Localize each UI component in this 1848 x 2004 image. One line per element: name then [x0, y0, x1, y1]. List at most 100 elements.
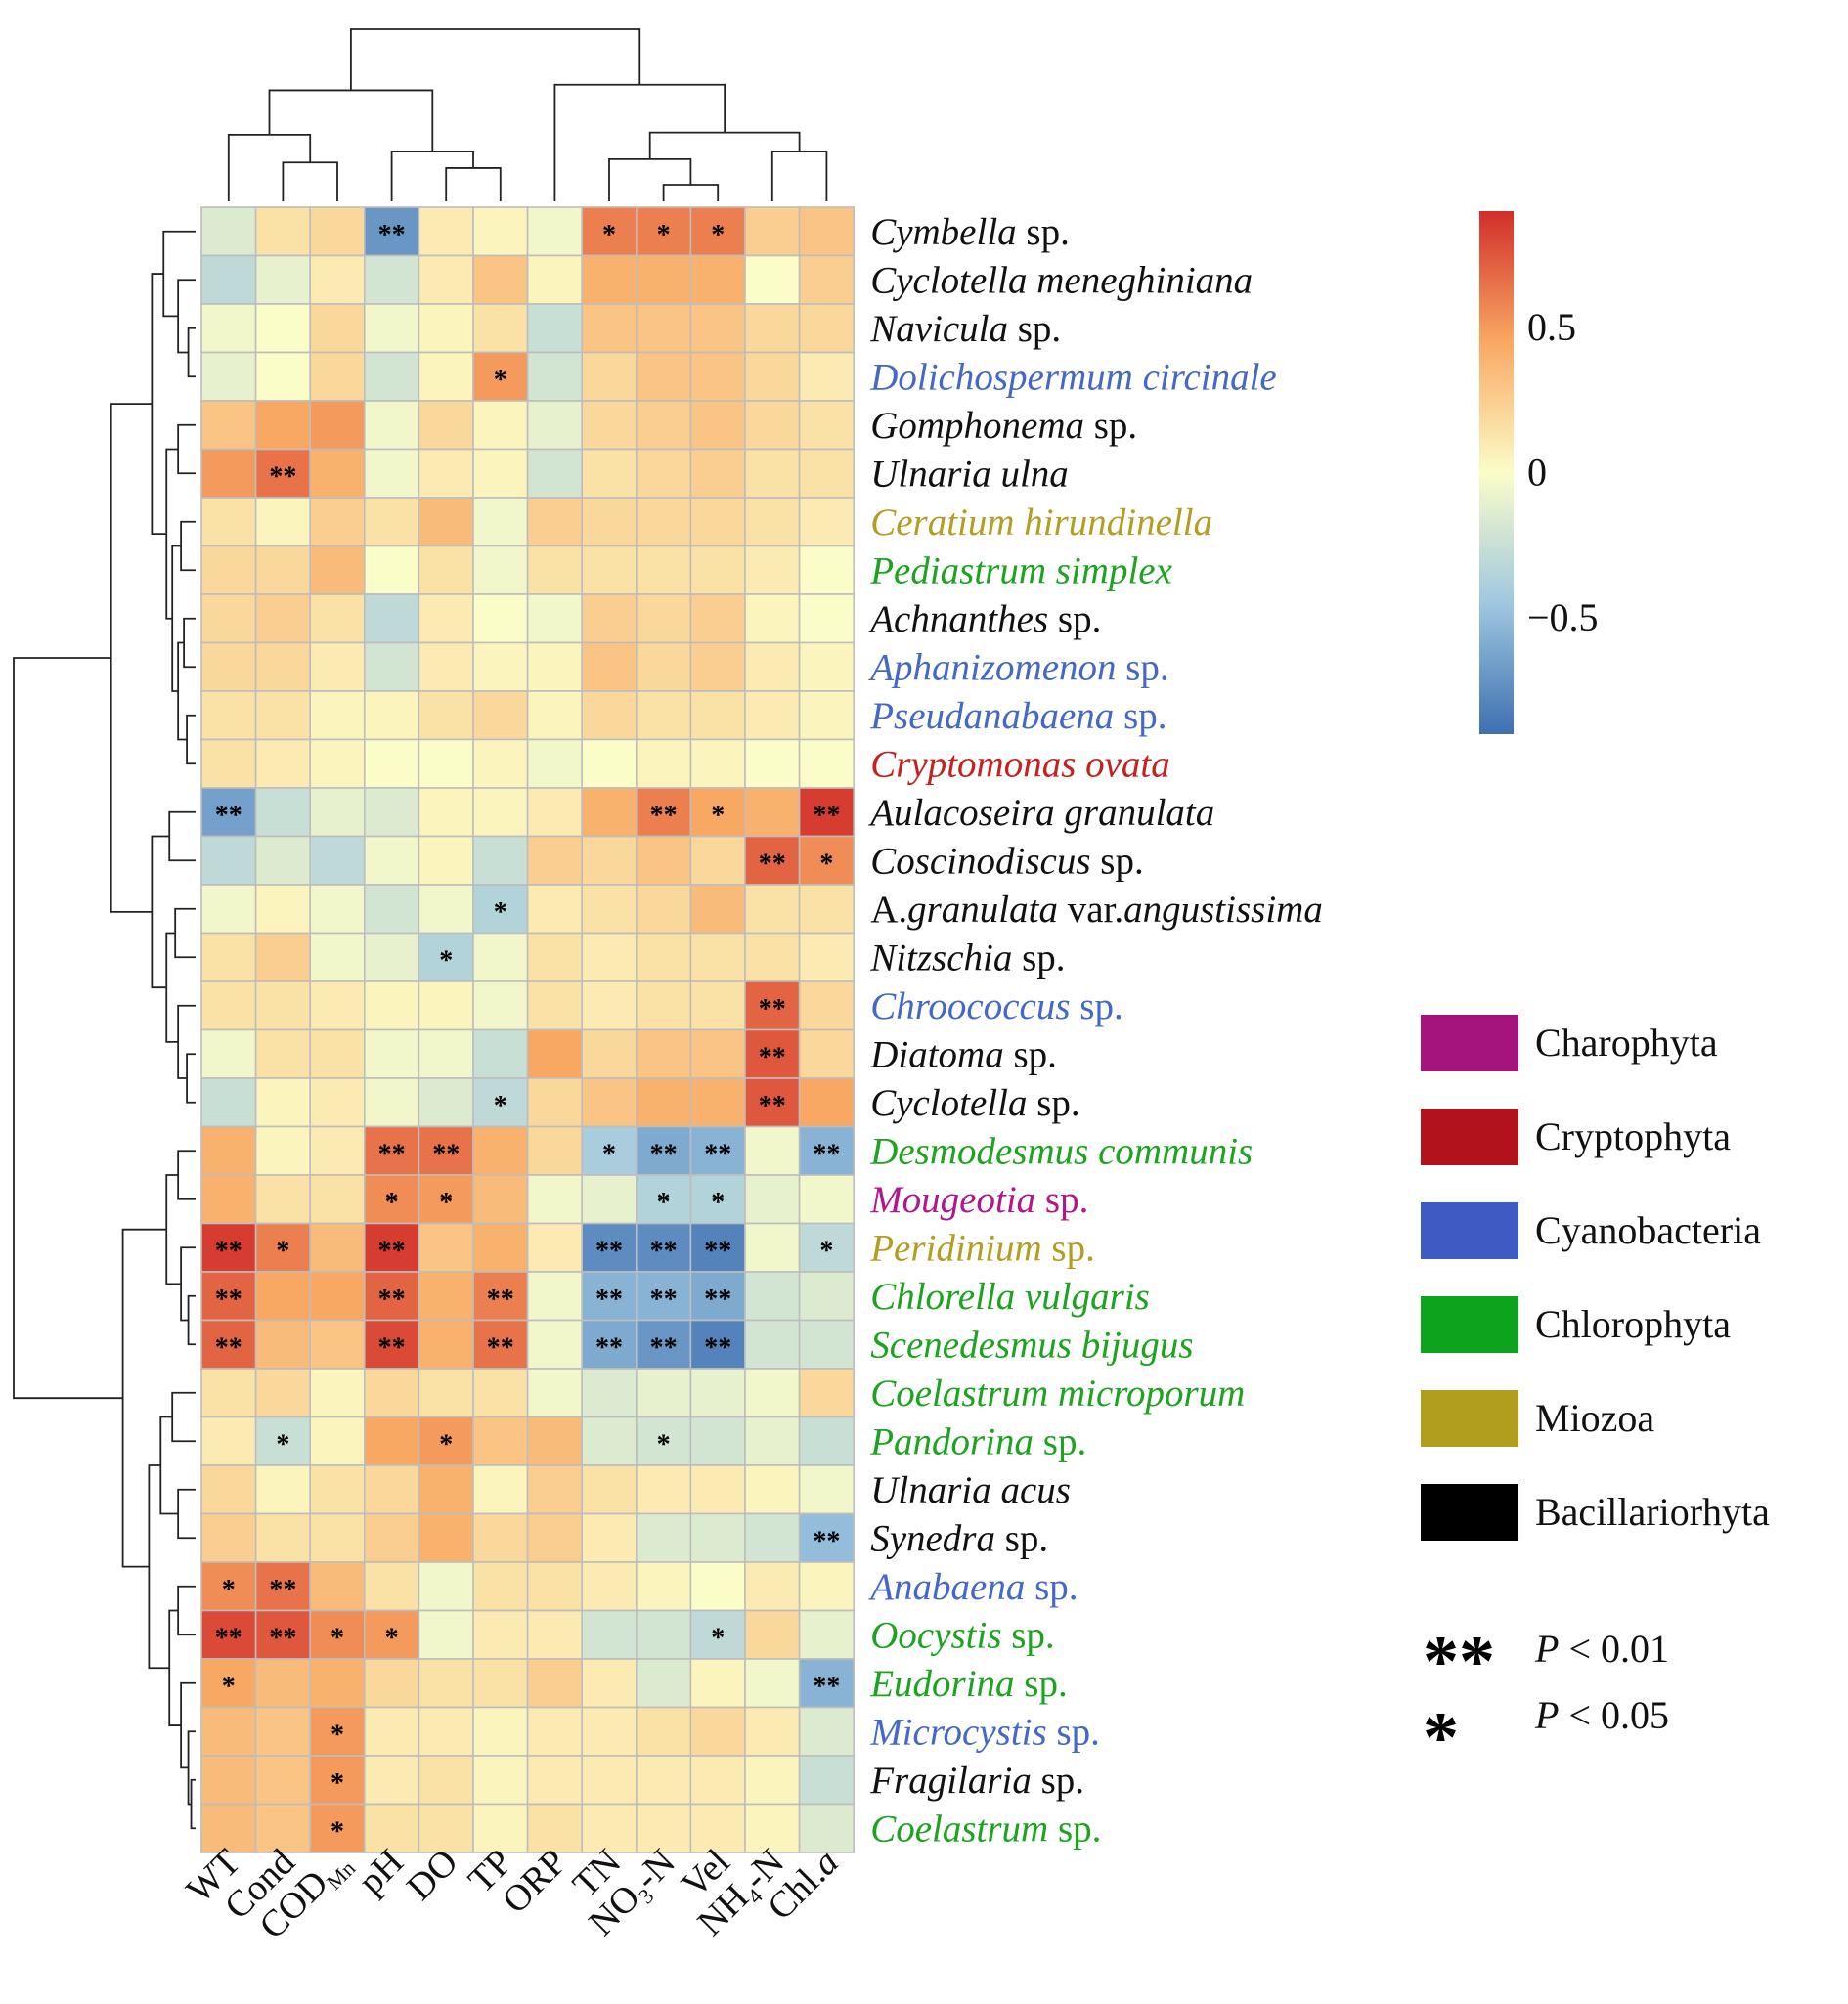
- heatmap-cell: [526, 980, 583, 1031]
- heatmap-cell: [200, 206, 257, 257]
- heatmap-cell: [744, 303, 801, 354]
- dendrogram-branch: [662, 184, 720, 201]
- row-label: Diatoma sp.: [869, 1033, 1057, 1075]
- heatmap-cell: [472, 1658, 529, 1709]
- heatmap-cell: [363, 1561, 420, 1612]
- heatmap-cell: [635, 545, 692, 595]
- heatmap-cell: [309, 690, 366, 741]
- significance-mark: *: [222, 1575, 236, 1605]
- row-label: Pseudanabaena sp.: [869, 695, 1166, 737]
- heatmap-cell: [200, 738, 257, 789]
- heatmap-cell: [363, 1755, 420, 1806]
- heatmap-cell: [200, 1803, 257, 1853]
- heatmap-cell: [363, 932, 420, 982]
- heatmap-cell: [200, 1174, 257, 1225]
- heatmap-cell: [526, 1368, 583, 1418]
- heatmap-cell: [635, 351, 692, 402]
- significance-mark: *: [711, 1188, 725, 1218]
- heatmap-cell: [418, 1658, 474, 1709]
- heatmap-cell: [309, 738, 366, 789]
- heatmap-cell: [689, 1368, 746, 1418]
- heatmap-cell: [472, 545, 529, 595]
- row-label: Pandorina sp.: [869, 1420, 1086, 1462]
- heatmap-cell: [472, 400, 529, 451]
- heatmap-cell: [472, 980, 529, 1031]
- significance-mark: **: [704, 1285, 731, 1315]
- heatmap-cell: [526, 400, 583, 451]
- heatmap-cell: [635, 254, 692, 305]
- significance-mark: *: [657, 1188, 671, 1218]
- heatmap-cell: [472, 1609, 529, 1660]
- heatmap-cell: [744, 400, 801, 451]
- heatmap-cell: [200, 932, 257, 982]
- significance-mark: **: [378, 1236, 406, 1266]
- heatmap-cell: [581, 1174, 638, 1225]
- significance-mark: *: [602, 220, 616, 250]
- heatmap-cell: [526, 1803, 583, 1853]
- heatmap-cell: [363, 690, 420, 741]
- heatmap-cell: [363, 1416, 420, 1466]
- heatmap-cell: [200, 400, 257, 451]
- heatmap-cell: [689, 641, 746, 692]
- heatmap-cell: [798, 497, 855, 547]
- heatmap-cell: [200, 980, 257, 1031]
- row-label: Ulnaria acus: [870, 1469, 1071, 1511]
- heatmap-cell: [418, 545, 474, 595]
- heatmap-cell: [418, 1368, 474, 1418]
- significance-mark: **: [813, 1526, 840, 1556]
- legend-swatch: [1421, 1015, 1518, 1071]
- significance-mark: **: [487, 1285, 514, 1315]
- heatmap-cell: [418, 1609, 474, 1660]
- heatmap-cell: [309, 593, 366, 644]
- heatmap-cell: [744, 932, 801, 982]
- heatmap-cell: [744, 884, 801, 935]
- significance-mark: *: [439, 1188, 453, 1218]
- heatmap-cell: [200, 254, 257, 305]
- heatmap-cell: [254, 593, 312, 644]
- heatmap-cell: [254, 1658, 312, 1709]
- heatmap-cell: [418, 1755, 474, 1806]
- heatmap-cell: [472, 1561, 529, 1612]
- row-label: Chlorella vulgaris: [870, 1276, 1150, 1318]
- row-label: Achnanthes sp.: [867, 598, 1101, 640]
- heatmap-cell: [309, 497, 366, 547]
- heatmap-cell: [526, 1271, 583, 1322]
- heatmap-cell: [472, 1174, 529, 1225]
- heatmap-cell: [689, 1125, 746, 1176]
- significance-legend: ** P < 0.01 * P < 0.05: [1423, 1622, 1669, 1778]
- significance-mark: *: [711, 220, 725, 250]
- heatmap-cell: [254, 1512, 312, 1563]
- heatmap-cell: [418, 1319, 474, 1370]
- heatmap-cell: [254, 254, 312, 305]
- legend-label: Bacillariorhyta: [1535, 1490, 1770, 1534]
- colorbar-tick-label: 0.5: [1527, 305, 1576, 349]
- heatmap-cell: [363, 1271, 420, 1322]
- heatmap-cell: [581, 1706, 638, 1757]
- heatmap-cell: [254, 738, 312, 789]
- significance-mark: **: [378, 1139, 406, 1169]
- row-label: Desmodesmus communis: [869, 1130, 1253, 1172]
- significance-mark: **: [704, 1236, 731, 1266]
- heatmap-cell: [526, 1077, 583, 1128]
- significance-legend-symbol: **: [1423, 1622, 1495, 1702]
- heatmap-cell: [472, 497, 529, 547]
- heatmap-cell: [526, 497, 583, 547]
- significance-mark: **: [704, 1139, 731, 1169]
- heatmap-cell: [581, 884, 638, 935]
- heatmap-cell: [472, 448, 529, 499]
- heatmap-cell: [526, 1561, 583, 1612]
- heatmap-cell: [472, 1028, 529, 1079]
- row-label: Cyclotella meneghiniana: [870, 259, 1253, 301]
- heatmap-cell: [309, 1755, 366, 1806]
- heatmap-cell: [472, 1512, 529, 1563]
- heatmap-cell: [744, 254, 801, 305]
- heatmap-cell: [798, 1174, 855, 1225]
- heatmap-cell: [526, 787, 583, 838]
- heatmap-cell: [635, 1319, 692, 1370]
- heatmap-cell: [798, 641, 855, 692]
- heatmap-cell: [472, 593, 529, 644]
- heatmap-cell: [581, 351, 638, 402]
- heatmap-cell: [363, 448, 420, 499]
- significance-mark: *: [711, 801, 725, 831]
